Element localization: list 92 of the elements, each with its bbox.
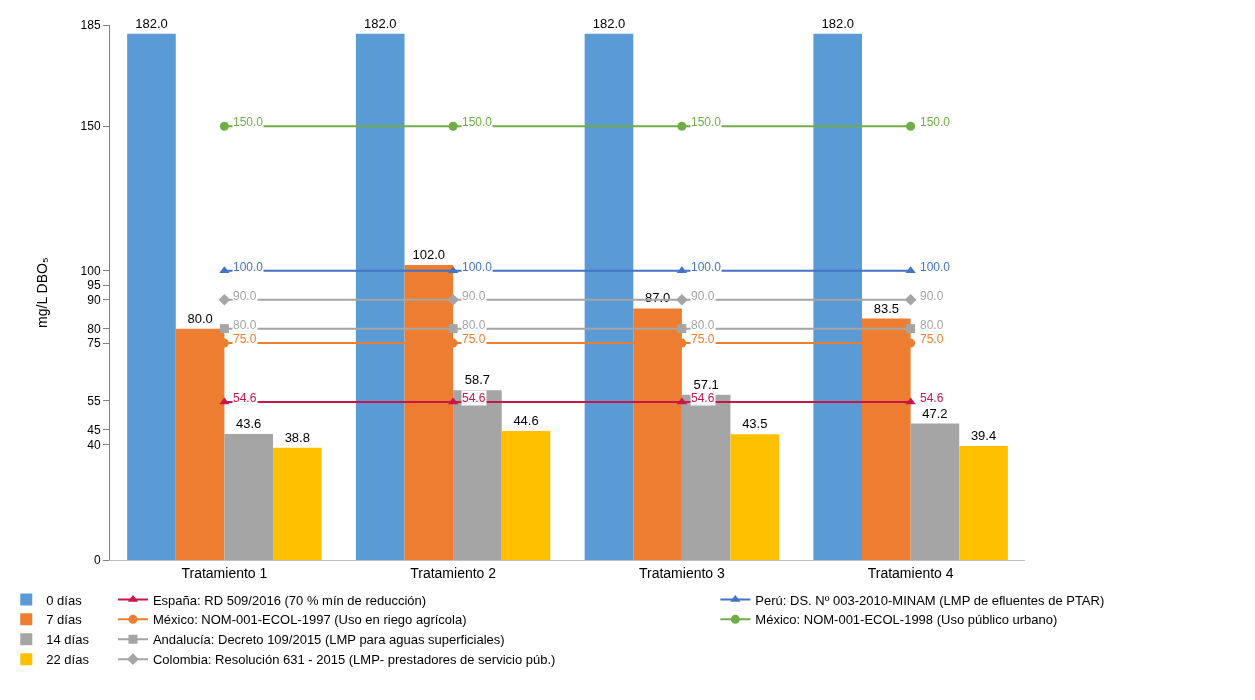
data-label: 39.4	[970, 428, 997, 444]
data-label: 150.0	[920, 115, 951, 129]
data-label: 90.0	[920, 289, 944, 303]
data-label: 75.0	[691, 332, 715, 346]
point	[676, 293, 688, 306]
data-label: 54.6	[691, 391, 715, 405]
y-tick-label: 40	[87, 437, 101, 452]
point	[447, 293, 459, 306]
point	[218, 293, 231, 306]
legend-label: 22 días	[46, 652, 90, 668]
point	[219, 121, 229, 131]
bar	[910, 423, 960, 560]
y-tick-label: 75	[87, 336, 101, 351]
legend-label: 14 días	[46, 632, 90, 648]
data-label: 80.0	[187, 310, 213, 326]
y-tick-label: 90	[87, 292, 101, 307]
x-tick-label: Tratamiento 4	[867, 564, 954, 581]
data-label: 54.6	[920, 391, 944, 405]
y-tick-label: 0	[93, 553, 101, 568]
legend-label: México: NOM-001-ECOL-1997 (Uso en riego agrícola)	[152, 612, 467, 628]
data-label: 100.0	[462, 260, 493, 274]
y-tick-label: 80	[87, 321, 101, 336]
bar	[681, 394, 731, 560]
point	[904, 293, 917, 306]
data-label: 100.0	[233, 260, 264, 274]
point	[906, 121, 916, 131]
data-label: 75.0	[920, 332, 944, 346]
data-label: 38.8	[284, 429, 310, 445]
y-tick-label: 45	[87, 423, 101, 438]
y-axis-title: mg/L DBO₅	[33, 257, 50, 328]
data-label: 43.6	[236, 415, 262, 431]
legend-label: 0 días	[46, 592, 83, 608]
x-tick-label: Tratamiento 2	[410, 564, 497, 581]
data-label: 80.0	[691, 318, 715, 332]
bar	[730, 434, 780, 560]
data-label: 90.0	[233, 289, 257, 303]
point	[906, 324, 916, 334]
bar	[355, 33, 405, 560]
data-label: 90.0	[691, 289, 715, 303]
point	[448, 121, 458, 131]
data-label: 47.2	[922, 405, 948, 421]
x-tick-label: Tratamiento 1	[181, 564, 268, 581]
bar	[127, 33, 176, 560]
data-label: 100.0	[920, 260, 951, 274]
data-label: 150.0	[233, 115, 264, 129]
point	[219, 266, 230, 274]
data-label: 182.0	[592, 15, 626, 31]
data-label: 44.6	[513, 413, 539, 429]
legend-label: Perú: DS. Nº 003-2010-MINAM (LMP de efluentes de PTAR)	[755, 592, 1105, 608]
data-label: 80.0	[462, 318, 486, 332]
data-label: 100.0	[691, 260, 722, 274]
legend-label: España: RD 509/2016 (70 % mín de reducción)	[152, 592, 427, 608]
data-label: 102.0	[412, 247, 446, 263]
bar	[813, 33, 863, 560]
legend-label: 7 días	[46, 612, 83, 628]
data-label: 54.6	[233, 391, 257, 405]
bar	[501, 431, 551, 560]
data-label: 75.0	[233, 332, 257, 346]
data-label: 43.5	[742, 416, 768, 432]
data-label: 182.0	[135, 15, 168, 31]
y-tick-label: 55	[87, 394, 101, 409]
data-label: 54.6	[462, 391, 486, 405]
data-label: 83.5	[873, 300, 899, 316]
point	[448, 324, 458, 334]
data-label: 58.7	[464, 372, 491, 388]
bar	[175, 328, 225, 560]
bar	[959, 446, 1008, 560]
data-label: 80.0	[920, 318, 944, 332]
legend-label: Colombia: Resolución 631 - 2015 (LMP- prestadores de servicio púb.)	[152, 652, 556, 668]
data-label: 57.1	[693, 376, 719, 392]
bar	[453, 390, 502, 560]
y-tick-label: 185	[80, 18, 101, 33]
data-label: 150.0	[462, 115, 493, 129]
y-tick-label: 100	[80, 264, 101, 279]
legend-label: México: NOM-001-ECOL-1998 (Uso público urbano)	[755, 612, 1058, 628]
point	[219, 324, 229, 334]
data-label: 182.0	[363, 15, 397, 31]
data-label: 90.0	[462, 289, 486, 303]
data-label: 182.0	[821, 15, 854, 31]
y-tick-label: 95	[87, 278, 101, 293]
point	[677, 121, 687, 131]
data-label: 80.0	[233, 318, 257, 332]
x-tick-label: Tratamiento 3	[638, 564, 726, 581]
bar	[584, 33, 634, 560]
legend-label: Andalucía: Decreto 109/2015 (LMP para aguas superficiales)	[152, 632, 505, 648]
data-label: 75.0	[462, 332, 486, 346]
point	[677, 324, 687, 334]
y-tick-label: 150	[80, 119, 101, 134]
data-label: 150.0	[691, 115, 722, 129]
bar	[224, 433, 273, 560]
bar	[272, 447, 322, 560]
point	[905, 266, 916, 274]
